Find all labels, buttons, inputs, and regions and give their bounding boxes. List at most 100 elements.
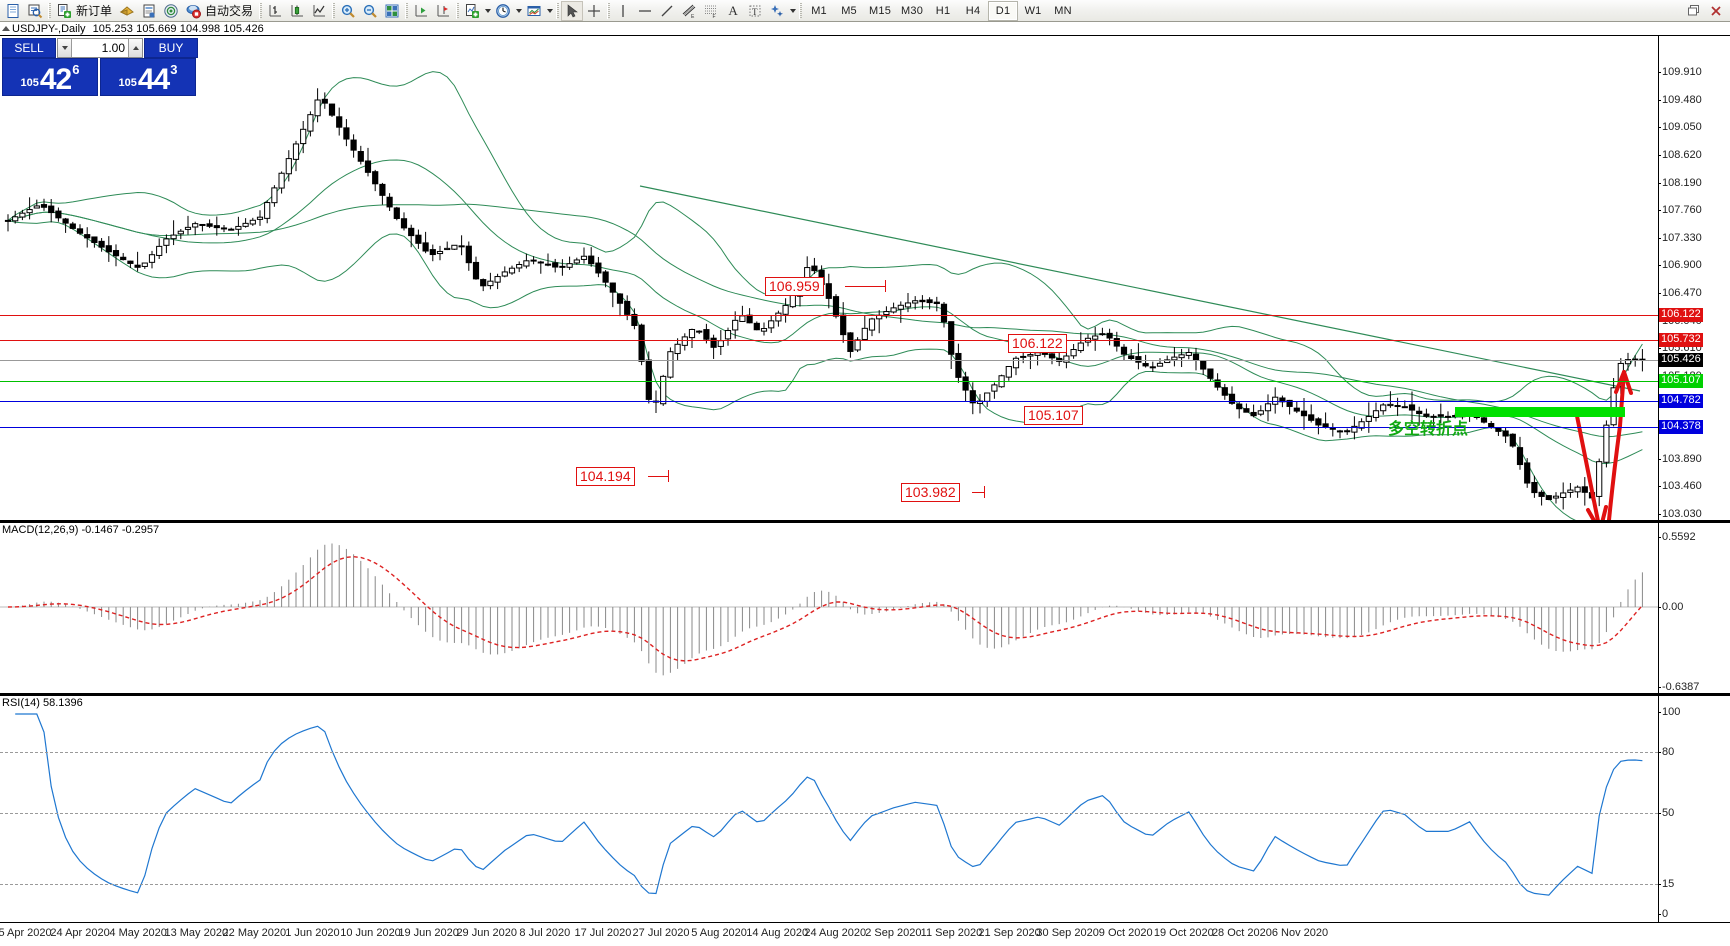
indicators-icon[interactable] (461, 1, 483, 21)
timeframe-w1[interactable]: W1 (1024, 4, 1042, 17)
chart-shift-icon[interactable] (410, 1, 432, 21)
trendline-icon[interactable] (656, 1, 678, 21)
crosshair-icon[interactable] (583, 1, 605, 21)
timeframe-h4[interactable]: H4 (965, 4, 981, 17)
templates-icon[interactable] (523, 1, 545, 21)
chart-canvas[interactable]: 109.910 109.480 109.050 108.620 108.190 107.7… (0, 36, 1730, 946)
date-axis-tick: 14 Aug 2020 (746, 927, 809, 939)
text-label-icon[interactable]: T (744, 1, 766, 21)
autotrading-label[interactable]: 自动交易 (205, 4, 254, 18)
price-tag: 106.122 (1659, 308, 1703, 323)
price-axis-tick: 106.900 (1658, 259, 1702, 272)
one-click-trading-panel[interactable]: SELL 1.00 BUY 105 42 6 105 44 3 (2, 38, 198, 96)
sell-button[interactable]: SELL (2, 38, 56, 58)
tile-windows-icon[interactable] (381, 1, 403, 21)
price-annotation-label[interactable]: 105.107 (1024, 406, 1083, 425)
order-panel-prices: 105 42 6 105 44 3 (2, 58, 198, 96)
chart-text-note[interactable]: 多空转折点 (1388, 419, 1469, 438)
buy-button[interactable]: BUY (144, 38, 198, 58)
toolbar-separator (403, 2, 410, 20)
window-restore-icon[interactable] (1683, 1, 1705, 21)
price-tag: 105.732 (1659, 333, 1703, 348)
buy-price-display[interactable]: 105 44 3 (100, 58, 196, 96)
annotation-leader-tick (984, 486, 985, 498)
price-axis-tick: 106.470 (1658, 287, 1702, 299)
macd-pane[interactable]: MACD(12,26,9) -0.1467 -0.2957 0.5592 0.00… (0, 523, 1730, 693)
price-level-line[interactable] (0, 380, 1658, 382)
auto-scroll-icon[interactable] (432, 1, 454, 21)
rsi-pane[interactable]: RSI(14) 58.1396 100 80 50 15 0 (0, 696, 1730, 922)
timeframe-m15[interactable]: M15 (869, 4, 892, 17)
timeframe-mn[interactable]: MN (1054, 4, 1072, 17)
text-icon[interactable]: A (722, 1, 744, 21)
date-axis-tick: 29 Jun 2020 (456, 927, 517, 939)
date-axis-tick: 1 Jun 2020 (285, 927, 340, 939)
shapes-icon[interactable] (766, 1, 788, 21)
equidistant-channel-icon[interactable]: E (678, 1, 700, 21)
price-annotation-label[interactable]: 103.982 (901, 483, 960, 502)
price-axis-tick: 103.890 (1658, 452, 1702, 465)
price-level-line[interactable] (0, 340, 1658, 342)
date-axis-tick: 24 Apr 2020 (50, 927, 110, 939)
bar-chart-icon[interactable] (264, 1, 286, 21)
horizontal-line-icon[interactable] (634, 1, 656, 21)
market-watch-icon[interactable] (24, 1, 46, 21)
zoom-in-icon[interactable] (337, 1, 359, 21)
volume-increase-button[interactable] (128, 39, 142, 57)
sell-price-main: 42 (39, 63, 72, 96)
candlestick-chart-icon[interactable] (286, 1, 308, 21)
new-order-icon[interactable] (53, 1, 75, 21)
autotrading-icon[interactable] (182, 1, 204, 21)
price-annotation-label[interactable]: 106.122 (1008, 334, 1067, 353)
volume-stepper[interactable]: 1.00 (57, 38, 143, 58)
shapes-dropdown-icon[interactable] (788, 1, 797, 21)
price-annotation-label[interactable]: 104.194 (576, 467, 635, 486)
fibonacci-retracement-icon[interactable]: F (700, 1, 722, 21)
date-axis-tick: 13 May 2020 (164, 927, 229, 939)
annotation-leader-line (648, 476, 668, 477)
rsi-threshold-line (0, 813, 1658, 814)
expert-advisor-icon[interactable] (116, 1, 138, 21)
data-window-icon[interactable] (138, 1, 160, 21)
zoom-out-icon[interactable] (359, 1, 381, 21)
date-axis-tick: 4 May 2020 (109, 927, 167, 939)
new-order-label[interactable]: 新订单 (76, 4, 113, 18)
price-axis-tick: 109.480 (1658, 93, 1702, 106)
timeframe-m30[interactable]: M30 (901, 4, 924, 17)
periods-dropdown-icon[interactable] (514, 1, 523, 21)
date-axis-tick: 17 Jul 2020 (574, 927, 632, 939)
periods-icon[interactable] (492, 1, 514, 21)
navigator-icon[interactable] (160, 1, 182, 21)
toolbar-separator (257, 2, 264, 20)
templates-dropdown-icon[interactable] (545, 1, 554, 21)
rsi-label: RSI(14) 58.1396 (2, 697, 83, 709)
cursor-icon[interactable] (561, 0, 584, 21)
line-chart-icon[interactable] (308, 1, 330, 21)
sell-price-display[interactable]: 105 42 6 (2, 58, 98, 96)
pane-divider-1 (0, 520, 1730, 523)
price-level-line[interactable] (0, 315, 1658, 317)
macd-label: MACD(12,26,9) -0.1467 -0.2957 (2, 524, 160, 536)
price-axis-tick: 108.190 (1658, 176, 1702, 189)
timeframe-m5[interactable]: M5 (841, 4, 857, 17)
chevron-up-icon (132, 46, 139, 50)
timeframe-d1[interactable]: D1 (988, 0, 1019, 21)
new-chart-icon[interactable] (2, 1, 24, 21)
indicators-dropdown-icon[interactable] (483, 1, 492, 21)
volume-value[interactable]: 1.00 (101, 41, 125, 55)
date-axis-tick: 8 Jul 2020 (519, 927, 571, 939)
window-close-icon[interactable] (1705, 1, 1727, 21)
price-level-line[interactable] (0, 401, 1658, 403)
date-axis-tick: 15 Apr 2020 (0, 927, 52, 939)
timeframe-h1[interactable]: H1 (935, 4, 951, 17)
volume-decrease-button[interactable] (58, 39, 72, 57)
order-panel-controls: SELL 1.00 BUY (2, 38, 198, 58)
annotation-leader-line (845, 286, 885, 287)
timeframe-m1[interactable]: M1 (811, 4, 827, 17)
price-pane[interactable]: 109.910 109.480 109.050 108.620 108.190 107.7… (0, 36, 1730, 556)
price-annotation-label[interactable]: 106.959 (765, 277, 824, 296)
annotation-leader-tick (885, 280, 886, 292)
price-level-line[interactable] (0, 360, 1658, 362)
price-level-line[interactable] (0, 427, 1658, 429)
vertical-line-icon[interactable] (612, 1, 634, 21)
